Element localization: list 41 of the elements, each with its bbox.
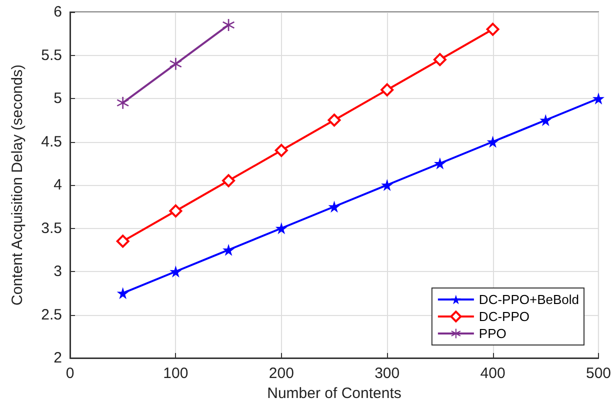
x-tick-label: 400 [480,365,506,382]
point [486,136,499,148]
point [540,114,552,126]
y-tick-label: 2 [54,350,62,366]
y-tick-label: 3 [54,263,62,280]
x-tick-label: 500 [586,365,611,382]
point [170,58,182,70]
point [170,266,182,278]
y-axis-title: Content Acquisition Delay (seconds) [9,64,26,306]
y-tick-label: 6 [54,4,62,20]
point [274,144,288,157]
point [380,83,394,96]
point [116,234,130,248]
point [222,174,236,188]
y-tick-label: 5.5 [41,46,62,64]
x-tick-label: 0 [66,365,74,382]
legend-label: DC-PPO [478,309,530,324]
point [116,96,129,109]
y-tick-label: 4 [54,176,62,194]
point [116,287,129,300]
x-tick-label: 300 [374,365,400,382]
point [434,157,446,170]
point [328,200,340,213]
legend-label: DC-PPO+BeBold [478,292,580,307]
x-tick-label: 200 [268,365,294,382]
point [592,92,604,104]
legend-label: PPO [478,326,506,341]
x-tick-label: 100 [163,365,188,382]
x-axis-title: Number of Contents [267,385,402,402]
point [486,22,500,36]
point [328,114,341,127]
y-tick-label: 3.5 [41,220,62,237]
point [222,244,235,256]
point [275,222,288,234]
point [433,53,446,66]
y-tick-label: 2.5 [41,306,62,324]
point [169,204,182,218]
y-tick-label: 5 [54,90,62,107]
point [381,179,394,191]
point [222,18,235,31]
y-tick-label: 4.5 [41,133,62,150]
